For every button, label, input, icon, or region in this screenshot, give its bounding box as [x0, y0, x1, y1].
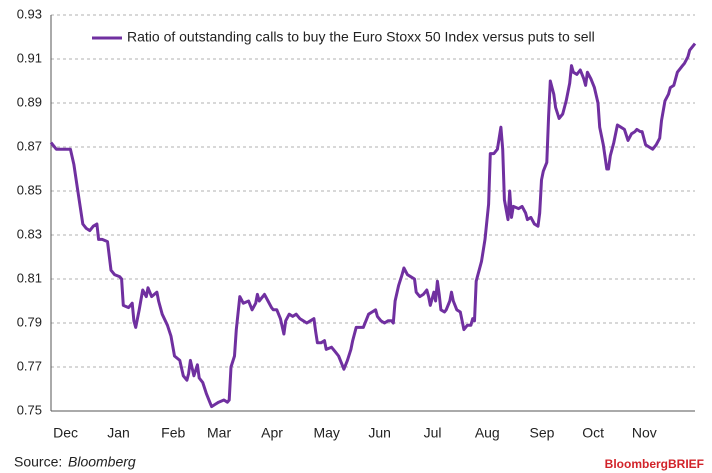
x-tick-label: Dec: [53, 425, 78, 441]
x-tick-label: Sep: [530, 425, 555, 441]
x-tick-label: Jun: [368, 425, 391, 441]
x-tick-label: Apr: [261, 425, 283, 441]
source-label: Source:: [14, 454, 62, 470]
y-tick-label: 0.85: [17, 182, 42, 197]
x-tick-label: May: [313, 425, 339, 441]
y-tick-label: 0.75: [17, 402, 42, 417]
x-tick-label: Aug: [475, 425, 500, 441]
x-tick-label: Feb: [161, 425, 185, 441]
series-line: [49, 42, 697, 409]
legend-label: Ratio of outstanding calls to buy the Eu…: [127, 29, 595, 45]
y-tick-label: 0.93: [17, 6, 42, 21]
brand: BloombergBRIEF: [605, 457, 704, 471]
y-tick-label: 0.77: [17, 358, 42, 373]
source: Bloomberg: [68, 454, 136, 470]
y-tick-label: 0.83: [17, 226, 42, 241]
y-tick-label: 0.79: [17, 314, 42, 329]
x-tick-label: Jan: [107, 425, 130, 441]
y-tick-label: 0.91: [17, 50, 42, 65]
y-tick-label: 0.81: [17, 270, 42, 285]
x-tick-label: Jul: [424, 425, 442, 441]
x-tick-label: Mar: [207, 425, 231, 441]
y-tick-label: 0.87: [17, 138, 42, 153]
x-tick-label: Oct: [582, 425, 604, 441]
y-tick-label: 0.89: [17, 94, 42, 109]
x-tick-label: Nov: [632, 425, 657, 441]
